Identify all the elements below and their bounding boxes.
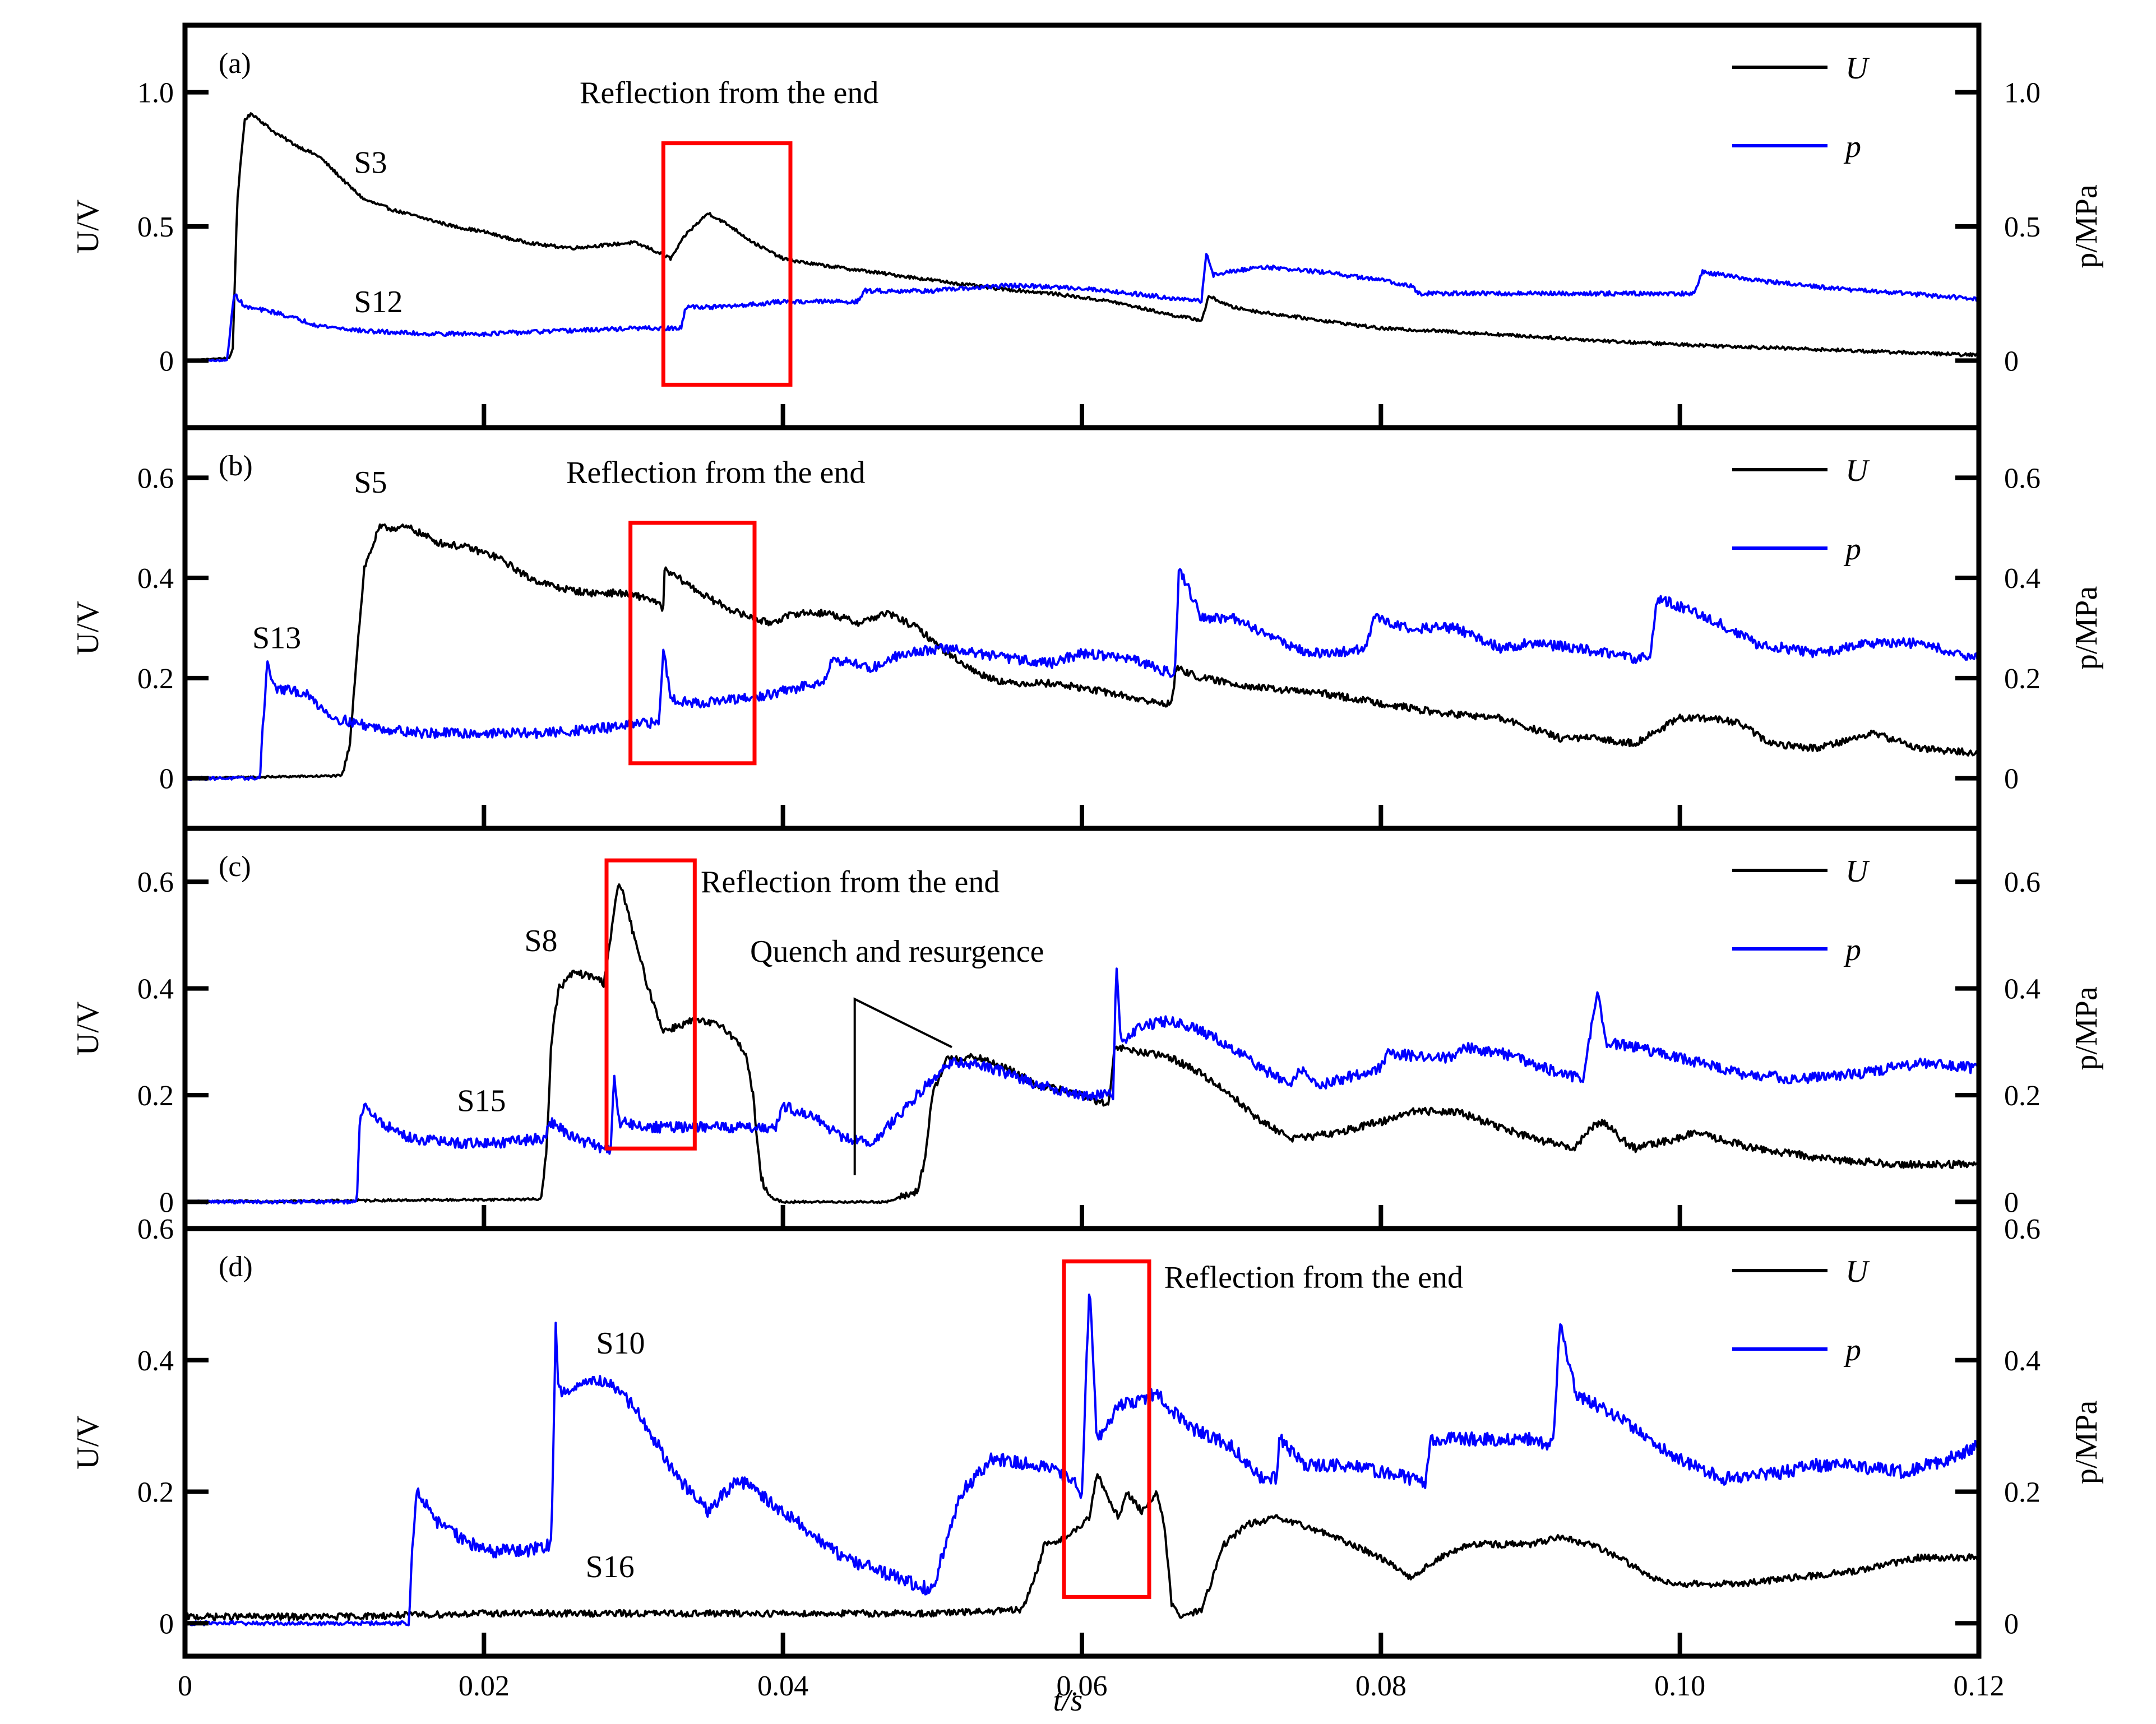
y-tick-label-left: 0 — [159, 1608, 174, 1640]
plot-area — [185, 1294, 1979, 1626]
reflection-box — [661, 141, 793, 387]
y-tick-label-left: 0.2 — [137, 1080, 174, 1112]
series-annotation: Reflection from the end — [1164, 1260, 1463, 1295]
series-annotation: S16 — [586, 1550, 635, 1584]
p-series-line — [185, 568, 1979, 781]
y-tick-label-left: 0 — [159, 345, 174, 377]
y-tick-label-left: 0.6 — [137, 462, 174, 494]
x-tick-label: 0.04 — [757, 1670, 808, 1702]
y-axis-title-left: U/V — [71, 601, 105, 655]
y-axis-title-right: p/MPa — [2069, 986, 2104, 1070]
y-tick-label-right: 0 — [2004, 1608, 2019, 1640]
legend-label-u: U — [1845, 51, 1870, 86]
y-tick-label-right: 0.6 — [2004, 866, 2041, 898]
p-series-line — [185, 253, 1979, 363]
y-tick-label-left: 0.6 — [137, 866, 174, 898]
legend-label-u: U — [1845, 854, 1870, 889]
series-annotation: S15 — [457, 1084, 506, 1119]
panel-frame — [182, 826, 1982, 1231]
y-axis-title-left: U/V — [71, 1002, 105, 1055]
series-annotation: S13 — [252, 620, 301, 655]
y-tick-label-left: 1.0 — [137, 77, 174, 109]
panel-d: 0 00.2 0.20.4 0.40.6 0.6U/V p/MPa(d) UpS10S16R… — [71, 1213, 2104, 1702]
legend-label-p: p — [1843, 933, 1861, 967]
y-tick-label-right: 0.6 — [2004, 462, 2041, 494]
plot-area — [185, 883, 1979, 1205]
panel-label: (c) — [219, 851, 251, 883]
reflection-box — [1062, 1259, 1151, 1599]
y-tick-label-right: 0.2 — [2004, 1080, 2041, 1112]
y-tick-label-left: 0.4 — [137, 563, 174, 595]
series-annotation: S12 — [354, 285, 402, 319]
y-tick-label-left: 0 — [159, 763, 174, 795]
y-tick-label-right: 0.5 — [2004, 211, 2041, 243]
y-axis-title-right: p/MPa — [2069, 1401, 2104, 1484]
reflection-box — [628, 521, 757, 766]
u-series-line — [185, 883, 1979, 1204]
series-annotation: Quench and resurgence — [750, 934, 1044, 969]
y-tick-label-left: 0.5 — [137, 211, 174, 243]
y-tick-label-left: 0.4 — [137, 974, 174, 1005]
x-tick-label: 0.06 — [1057, 1670, 1108, 1702]
y-tick-label-left: 0.4 — [137, 1345, 174, 1377]
reflection-box — [604, 858, 697, 1151]
legend-label-u: U — [1845, 453, 1870, 488]
series-annotation: Reflection from the end — [701, 865, 1000, 900]
y-tick-label-left: 0.2 — [137, 663, 174, 695]
u-series-line — [185, 523, 1979, 781]
panel-label: (b) — [219, 450, 253, 482]
legend-label-p: p — [1843, 1333, 1861, 1368]
plot-area — [185, 523, 1979, 781]
y-tick-label-right: 0.2 — [2004, 1477, 2041, 1509]
y-tick-label-right: 0.4 — [2004, 974, 2041, 1005]
x-tick-label: 0 — [178, 1670, 192, 1702]
y-tick-label-right: 0.2 — [2004, 663, 2041, 695]
y-tick-label-left: 0 — [159, 1187, 174, 1218]
u-series-line — [185, 1473, 1979, 1621]
panel-a: 0 0 0.5 0.5 1.0 1.0 U/V p/MPa (a) Up S3 S12 Reflecti… — [71, 22, 2104, 430]
series-annotation: S3 — [354, 145, 387, 180]
y-axis-title-right: p/MPa — [2069, 586, 2104, 670]
y-axis-title-right: p/MPa — [2069, 184, 2104, 268]
series-annotation: S10 — [596, 1326, 645, 1361]
panel-c: 0 0 0.2 0.2 0.4 0.4 0.6 0.6 U/V p/MPa (c) Up S8 S15 Re… — [71, 826, 2104, 1231]
plot-area — [185, 112, 1979, 363]
y-tick-label-right: 0.4 — [2004, 1345, 2041, 1377]
x-tick-label: 0.10 — [1654, 1670, 1705, 1702]
y-tick-label-right: 1.0 — [2004, 77, 2041, 109]
x-tick-label: 0.12 — [1954, 1670, 2005, 1702]
series-annotation: S5 — [354, 465, 387, 500]
y-tick-label-left: 0.2 — [137, 1477, 174, 1509]
x-axis-title: t/s — [1053, 1683, 1083, 1718]
legend-label-u: U — [1845, 1254, 1870, 1289]
legend-label-p: p — [1843, 532, 1861, 567]
x-tick-label: 0.02 — [459, 1670, 510, 1702]
y-axis-title-left: U/V — [71, 1415, 105, 1469]
y-tick-label-right: 0.6 — [2004, 1213, 2041, 1245]
series-annotation: Reflection from the end — [580, 76, 878, 110]
y-tick-label-right: 0 — [2004, 1187, 2019, 1218]
legend-label-p: p — [1843, 129, 1861, 164]
y-axis-title-left: U/V — [71, 200, 105, 253]
panel-frame — [182, 425, 1982, 831]
panel-label: (d) — [219, 1251, 253, 1283]
u-series-line — [185, 112, 1979, 362]
y-tick-label-left: 0.6 — [137, 1213, 174, 1245]
series-annotation: S8 — [524, 924, 557, 958]
y-tick-label-right: 0 — [2004, 345, 2019, 377]
p-series-line — [185, 1294, 1979, 1626]
panel-label: (a) — [219, 48, 251, 80]
panel-b: 0 0 0.2 0.2 0.4 0.4 0.6 0.6 U/V p/MPa (b) Up S5 S13 Re… — [71, 425, 2104, 831]
x-tick-label: 0.08 — [1355, 1670, 1407, 1702]
annotation-line — [853, 997, 952, 1175]
panel-frame — [182, 1226, 1982, 1659]
series-annotation: Reflection from the end — [566, 455, 865, 490]
p-series-line — [185, 967, 1979, 1205]
y-tick-label-right: 0 — [2004, 763, 2019, 795]
y-tick-label-right: 0.4 — [2004, 563, 2041, 595]
